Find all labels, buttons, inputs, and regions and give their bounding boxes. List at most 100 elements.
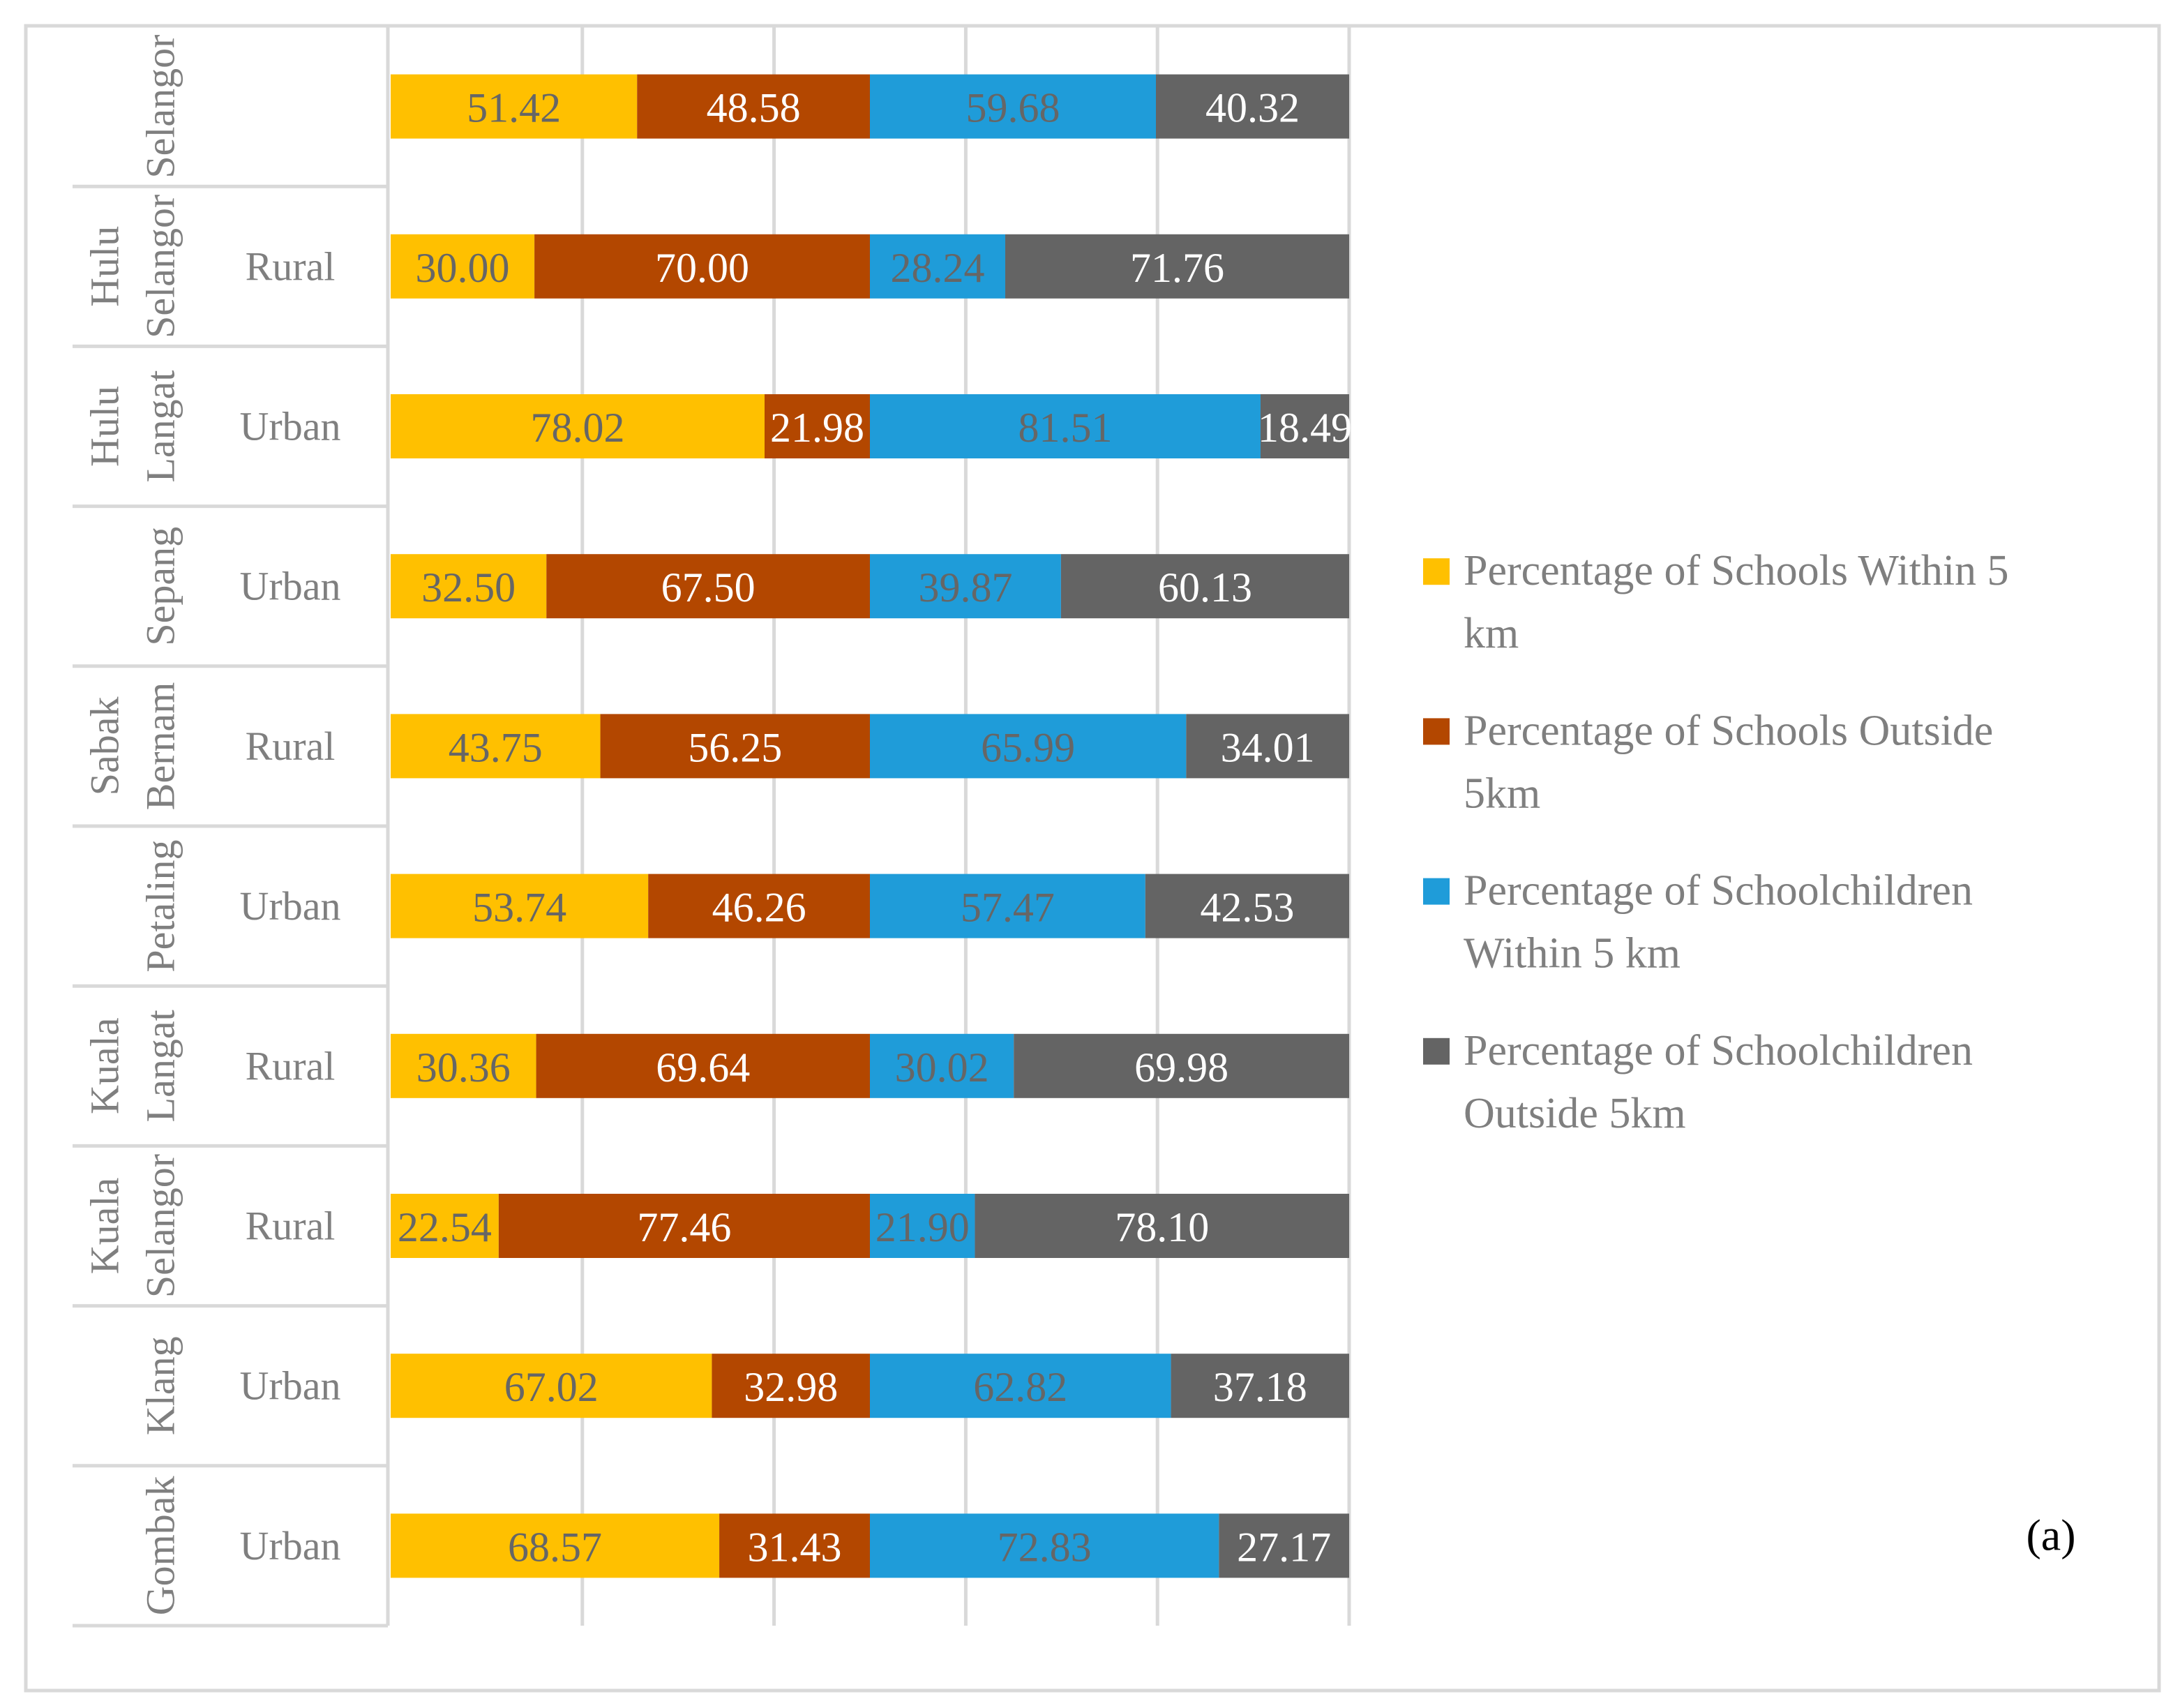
region-label: Bernam <box>138 682 183 811</box>
data-label: 81.51 <box>1018 405 1112 451</box>
bar-segment <box>870 1354 1171 1418</box>
area-type-label: Urban <box>240 404 341 449</box>
region-label: Sabak <box>82 697 128 796</box>
region-label: Langat <box>138 370 183 482</box>
data-label: 48.58 <box>707 85 801 131</box>
data-label: 68.57 <box>508 1524 602 1570</box>
region-label: Langat <box>138 1010 183 1122</box>
bar-segment <box>391 1033 536 1098</box>
area-type-label: Rural <box>246 1204 336 1249</box>
data-label: 42.53 <box>1200 885 1294 931</box>
data-label: 40.32 <box>1205 85 1300 131</box>
bar-segment <box>1219 1513 1349 1578</box>
data-label: 37.18 <box>1213 1364 1307 1410</box>
data-label: 46.26 <box>712 885 806 931</box>
legend-label: 5km <box>1464 770 1540 817</box>
bar-segment <box>391 1354 712 1418</box>
bar-segment <box>712 1354 870 1418</box>
bar-segment <box>498 1194 870 1258</box>
data-label: 30.02 <box>895 1044 989 1091</box>
bar-segment <box>391 1513 720 1578</box>
bar-segment <box>534 234 870 299</box>
area-type-label: Urban <box>240 883 341 929</box>
data-label: 22.54 <box>398 1204 492 1250</box>
region-label: Petaling <box>138 840 183 973</box>
bar-segment <box>870 1513 1219 1578</box>
data-label: 77.46 <box>637 1204 731 1250</box>
region-label: Hulu <box>82 386 128 467</box>
data-label: 34.01 <box>1221 724 1315 770</box>
area-type-label: Urban <box>240 1363 341 1409</box>
data-label: 67.50 <box>661 564 756 610</box>
bars: 51.42 48.58 59.68 40.32 30.00 70.00 28.24 71.76… <box>391 74 1352 1578</box>
bar-segment <box>1145 874 1349 938</box>
bar-segment <box>536 1033 870 1098</box>
data-label: 53.74 <box>472 885 566 931</box>
region-label: Selangor <box>138 1154 183 1298</box>
bar-segment <box>1156 74 1349 139</box>
data-label: 60.13 <box>1158 564 1252 610</box>
data-label: 28.24 <box>891 245 985 291</box>
area-type-label: Rural <box>246 1043 336 1088</box>
bar-segment <box>870 874 1145 938</box>
data-label: 30.00 <box>416 245 510 291</box>
data-label: 18.49 <box>1258 405 1352 451</box>
legend-label: Outside 5km <box>1464 1090 1686 1137</box>
region-label: Gombak <box>138 1476 183 1616</box>
region-label: Selangor <box>138 35 183 179</box>
region-label: Klang <box>138 1336 183 1435</box>
data-label: 62.82 <box>973 1364 1067 1410</box>
bar-segment <box>391 714 601 779</box>
data-label: 51.42 <box>467 85 561 131</box>
region-label: Hulu <box>82 226 128 307</box>
bar-segment <box>719 1513 870 1578</box>
bar-segment <box>391 394 765 458</box>
bar-segment <box>546 554 870 619</box>
data-label: 69.64 <box>656 1044 750 1091</box>
area-type-label: Rural <box>246 244 336 289</box>
data-label: 21.90 <box>875 1204 970 1250</box>
legend-label: Within 5 km <box>1464 930 1681 977</box>
bar-segment <box>764 394 870 458</box>
bar-segment <box>870 74 1157 139</box>
region-label: Selangor <box>138 195 183 338</box>
data-label: 72.83 <box>998 1524 1092 1570</box>
data-label: 67.02 <box>504 1364 599 1410</box>
bar-segment <box>391 234 535 299</box>
bar-segment <box>391 554 547 619</box>
data-label: 78.10 <box>1115 1204 1209 1250</box>
bar-segment <box>391 1194 499 1258</box>
bar-segment <box>870 714 1187 779</box>
data-label: 65.99 <box>981 724 1075 770</box>
legend: Percentage of Schools Within 5 km Percenta… <box>1423 547 2009 1137</box>
legend-label: Percentage of Schools Within 5 <box>1464 547 2009 594</box>
bar-segment <box>870 1194 975 1258</box>
bar-segment <box>637 74 870 139</box>
bar-segment <box>648 874 870 938</box>
data-label: 31.43 <box>748 1524 842 1570</box>
data-label: 78.02 <box>530 405 624 451</box>
area-type-label: Rural <box>246 724 336 769</box>
legend-swatch-icon <box>1423 558 1450 585</box>
panel-annotation: (a) <box>2026 1511 2075 1560</box>
area-type-label: Urban <box>240 564 341 609</box>
bar-segment <box>870 554 1061 619</box>
data-label: 43.75 <box>449 724 543 770</box>
bar-segment <box>391 74 638 139</box>
bar-segment <box>1005 234 1349 299</box>
data-label: 27.17 <box>1237 1524 1331 1570</box>
area-type-label: Urban <box>240 1523 341 1568</box>
data-label: 59.68 <box>966 85 1060 131</box>
data-label: 71.76 <box>1130 245 1224 291</box>
legend-label: km <box>1464 610 1519 657</box>
legend-label: Percentage of Schoolchildren <box>1464 1027 1973 1074</box>
bar-segment <box>391 874 649 938</box>
data-label: 56.25 <box>688 724 782 770</box>
bar-segment <box>870 1033 1014 1098</box>
legend-swatch-icon <box>1423 878 1450 905</box>
data-label: 57.47 <box>961 885 1055 931</box>
legend-swatch-icon <box>1423 718 1450 745</box>
data-label: 39.87 <box>918 564 1012 610</box>
